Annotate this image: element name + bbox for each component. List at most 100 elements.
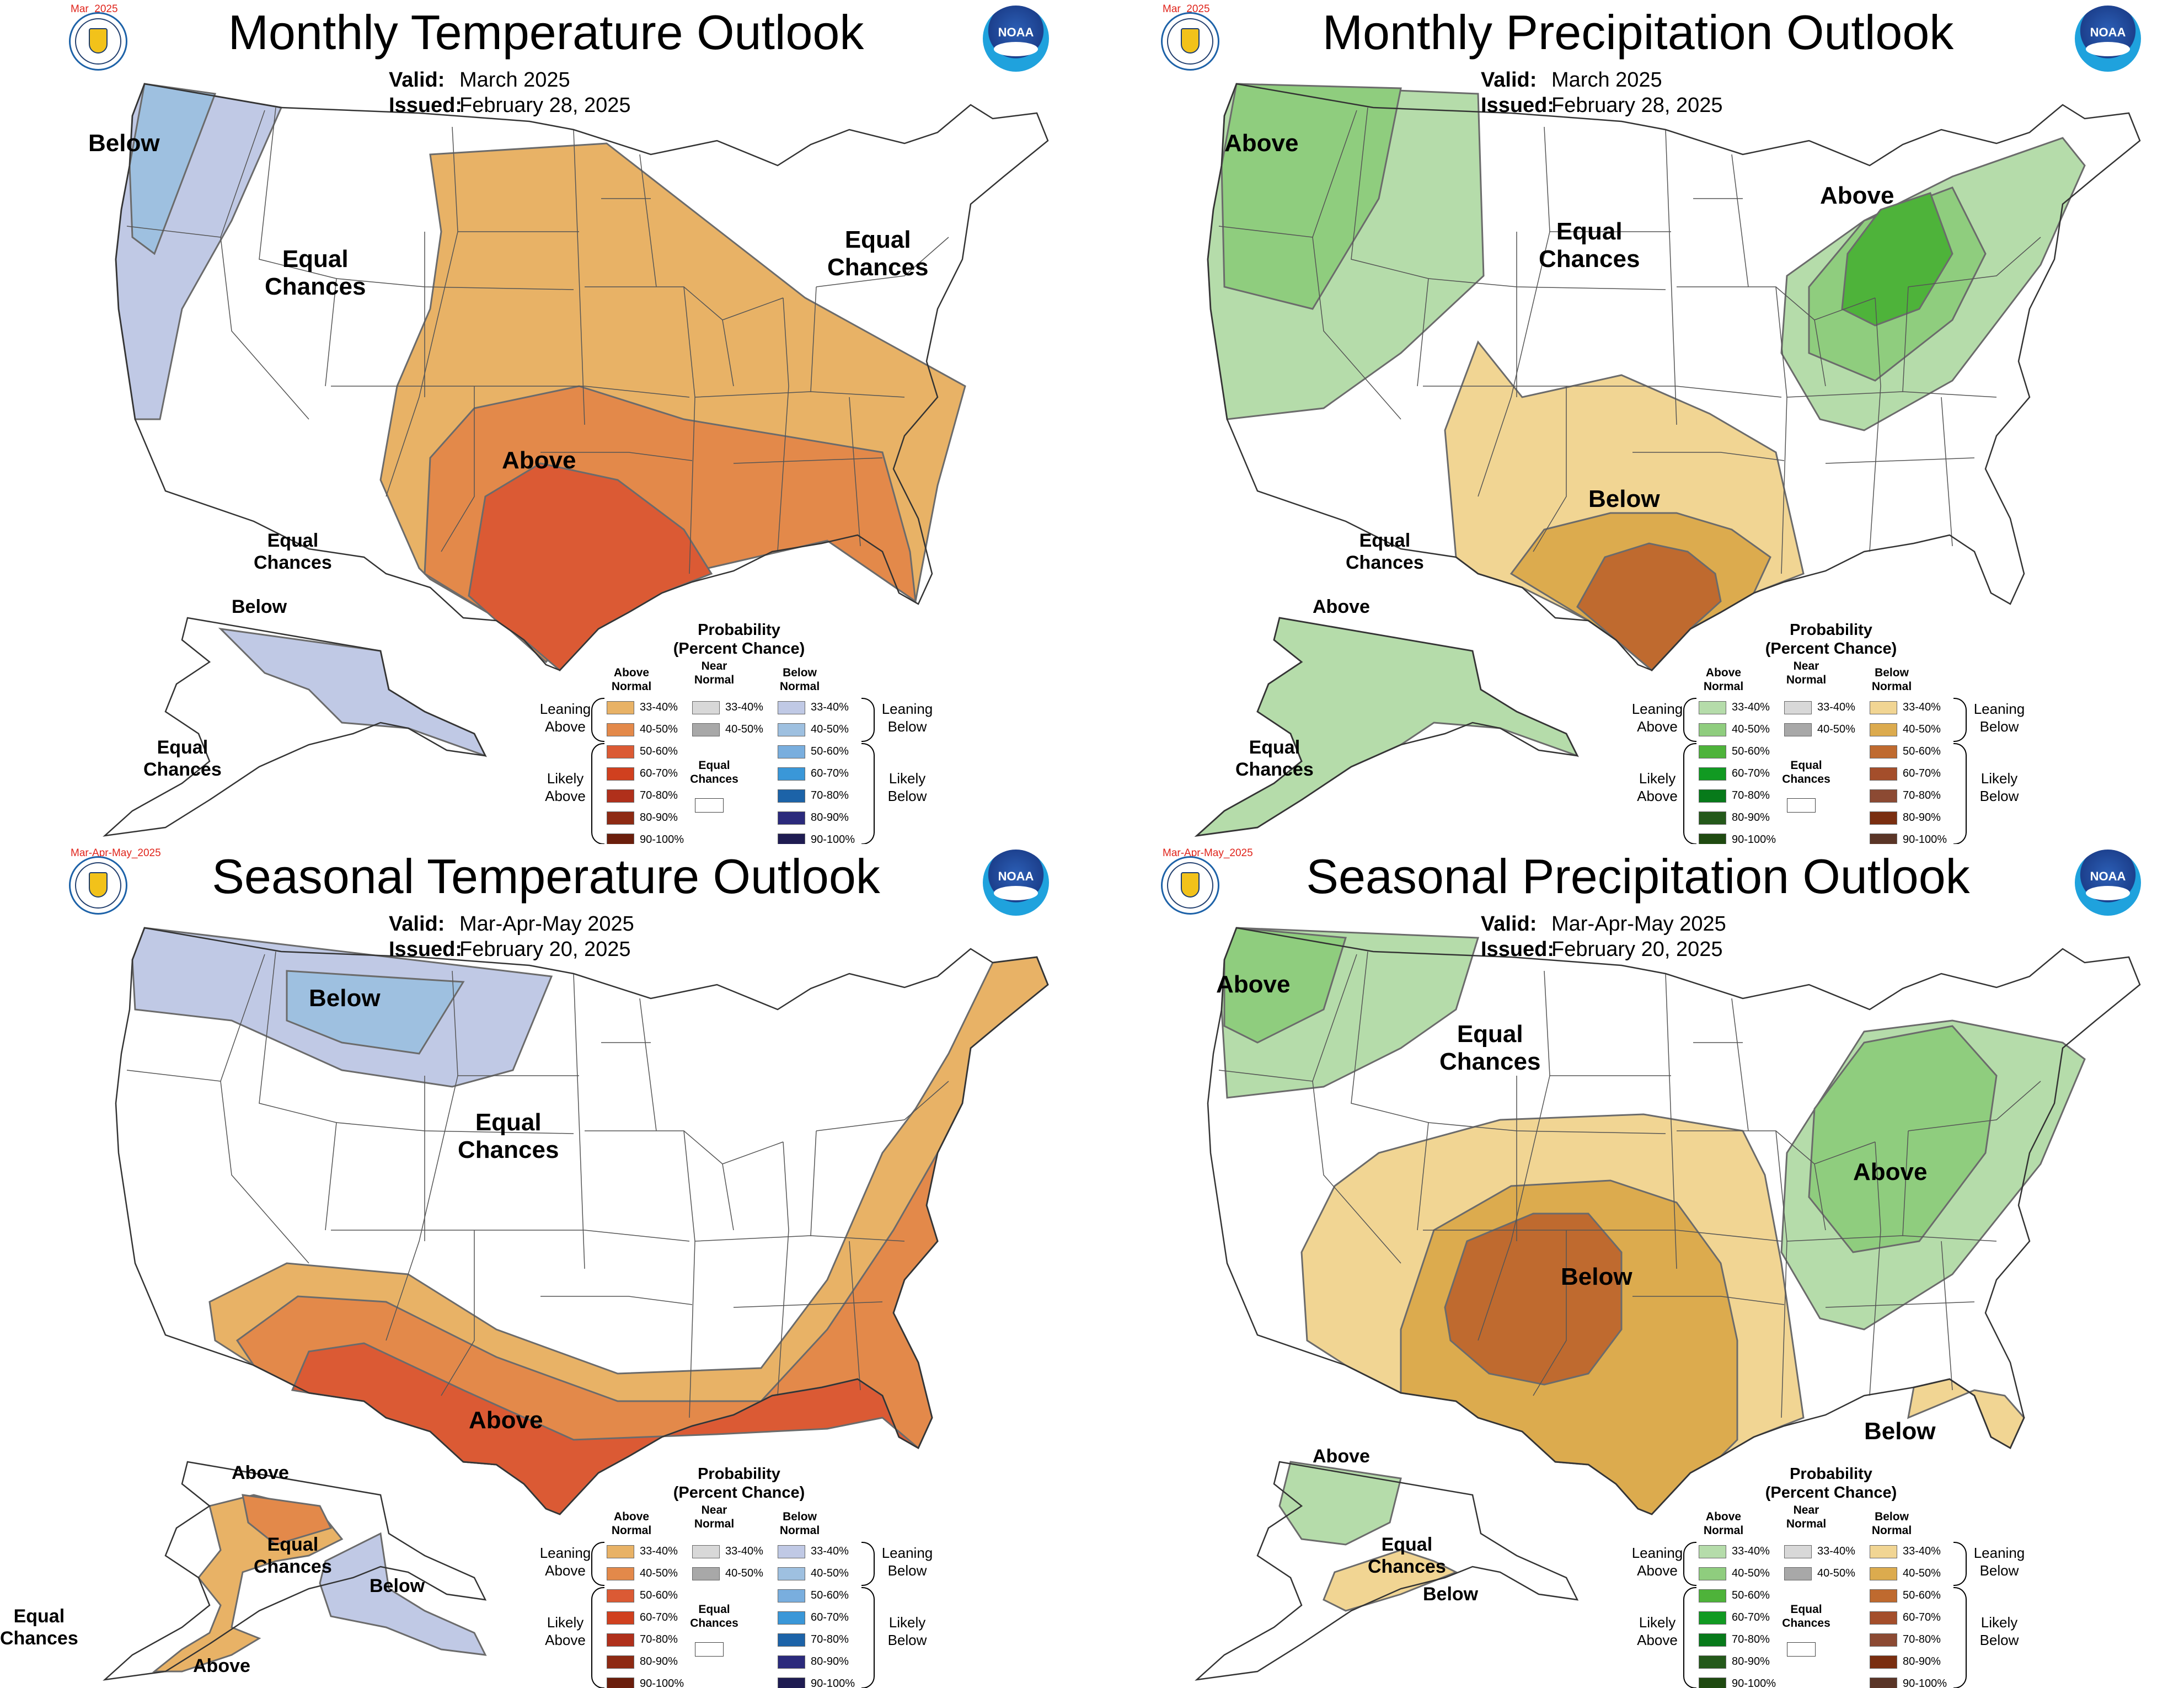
state-boundary xyxy=(639,154,657,287)
state-boundary xyxy=(573,129,585,425)
issued-label: Issued: xyxy=(389,938,463,961)
state-boundary xyxy=(1908,1081,2041,1131)
state-boundary xyxy=(126,1070,309,1264)
legend-above-swatch xyxy=(1699,767,1726,781)
legend-near-swatch xyxy=(1784,1567,1812,1580)
state-boundary xyxy=(1902,1130,1909,1236)
noaa-logo-icon: NOAA xyxy=(983,6,1049,72)
map xyxy=(1195,927,2141,1681)
legend-above-range: 50-60% xyxy=(1732,745,1770,757)
issued-value: February 20, 2025 xyxy=(459,938,631,961)
legend-below-swatch xyxy=(1870,745,1897,758)
legend-above-range: 90-100% xyxy=(640,834,684,844)
below-strong-region xyxy=(129,83,217,255)
state-boundary xyxy=(849,1241,861,1391)
map-region-label: Equal Chances xyxy=(143,737,222,780)
legend-above-swatch xyxy=(607,745,634,758)
legend-above-swatch xyxy=(1699,1611,1726,1625)
validity-info: Valid: March 2025 Issued:February 28, 2025 xyxy=(1481,67,1723,118)
legend-below-range: 60-70% xyxy=(1903,767,1941,779)
probability-legend: Probability (Percent Chance) Above Normal Ne… xyxy=(1621,621,2140,844)
map-region-label: Above xyxy=(193,1655,250,1676)
panel-title: Seasonal Temperature Outlook xyxy=(212,849,880,904)
legend-below-swatch xyxy=(778,1678,805,1688)
legend-near-range: 40-50% xyxy=(1817,723,1855,735)
legend-equal-chances-label: Equal Chances xyxy=(690,759,738,786)
legend-above-swatch xyxy=(607,1678,634,1688)
state-boundary xyxy=(585,286,784,320)
legend-bracket xyxy=(591,1542,604,1586)
noaa-logo-text: NOAA xyxy=(998,25,1034,39)
valid-label: Valid: xyxy=(389,912,445,936)
legend-above-range: 70-80% xyxy=(1732,789,1770,802)
legend-below-swatch xyxy=(778,1589,805,1602)
commerce-seal-icon xyxy=(69,856,127,915)
map-region-label: Equal Chances xyxy=(254,530,332,573)
legend-likely-above: Likely Above xyxy=(545,770,586,804)
legend-below-swatch xyxy=(778,723,805,736)
map-region-label: Above xyxy=(1224,130,1299,157)
legend-below-range: 33-40% xyxy=(1903,701,1941,713)
legend-below-swatch xyxy=(1870,1633,1897,1647)
map-region-label: Below xyxy=(309,985,381,1012)
period-tag: Mar-Apr-May_2025 xyxy=(71,847,161,859)
valid-label: Valid: xyxy=(1481,68,1537,92)
legend-bracket xyxy=(1953,743,1967,844)
legend-title: Probability (Percent Chance) xyxy=(1765,1465,1897,1502)
legend-below-swatch xyxy=(778,1655,805,1669)
state-boundary xyxy=(849,397,861,547)
legend-near-swatch xyxy=(1784,723,1812,736)
state-boundary xyxy=(1632,452,1785,461)
state-boundary xyxy=(1825,457,1975,464)
alaska-below xyxy=(319,1532,487,1656)
legend-below-range: 40-50% xyxy=(1903,1567,1941,1579)
legend-above-swatch xyxy=(1699,1678,1726,1688)
probability-legend: Probability (Percent Chance) Above Normal Ne… xyxy=(529,621,1048,844)
map xyxy=(103,927,1049,1681)
period-tag: Mar-Apr-May_2025 xyxy=(1163,847,1253,859)
state-boundary xyxy=(1869,1141,1881,1396)
legend-above-swatch xyxy=(607,1567,634,1580)
commerce-seal-icon xyxy=(69,12,127,71)
above-east-50 xyxy=(1841,192,1953,327)
state-boundary xyxy=(1814,1163,1826,1231)
legend-below-swatch xyxy=(778,767,805,781)
state-boundary xyxy=(220,954,265,1082)
legend-equal-chances-swatch xyxy=(1787,798,1816,813)
state-boundary xyxy=(1731,154,1749,287)
map-region-label: Equal Chances xyxy=(1368,1534,1446,1577)
legend-near-swatch xyxy=(692,1567,720,1580)
legend-above-swatch xyxy=(1699,789,1726,803)
legend-above-range: 40-50% xyxy=(1732,723,1770,735)
legend-equal-chances-swatch xyxy=(695,1642,724,1657)
legend-above-range: 50-60% xyxy=(640,1589,678,1601)
noaa-logo-text: NOAA xyxy=(2090,869,2126,883)
legend-below-swatch xyxy=(1870,789,1897,803)
alaska-background xyxy=(105,1462,485,1680)
legend-above-heading: Above Normal xyxy=(611,666,652,693)
state-boundary xyxy=(1312,954,1357,1082)
legend-equal-chances-label: Equal Chances xyxy=(1782,1603,1830,1630)
legend-below-range: 33-40% xyxy=(1903,1545,1941,1557)
state-boundary xyxy=(259,107,337,387)
legend-equal-chances-label: Equal Chances xyxy=(690,1603,738,1630)
legend-below-range: 60-70% xyxy=(1903,1611,1941,1623)
state-boundary xyxy=(1731,998,1749,1131)
legend-bracket xyxy=(1683,1587,1696,1688)
legend-bracket xyxy=(591,698,604,742)
legend-below-range: 70-80% xyxy=(1903,1633,1941,1646)
state-boundary xyxy=(540,1296,693,1305)
map-region-label: Above xyxy=(1313,596,1370,617)
legend-near-range: 40-50% xyxy=(1817,1567,1855,1579)
map xyxy=(1194,83,2141,837)
map-region-label: Equal Chances xyxy=(1235,737,1314,780)
legend-equal-chances-swatch xyxy=(695,798,724,813)
legend-below-swatch xyxy=(1870,1655,1897,1669)
conus-outline xyxy=(1207,83,2141,671)
state-boundary xyxy=(584,1230,690,1242)
noaa-logo-text: NOAA xyxy=(2090,25,2126,39)
legend-below-swatch xyxy=(1870,1611,1897,1625)
state-boundary xyxy=(733,457,883,464)
legend-above-range: 70-80% xyxy=(640,1633,678,1646)
legend-below-range: 50-60% xyxy=(811,1589,849,1601)
